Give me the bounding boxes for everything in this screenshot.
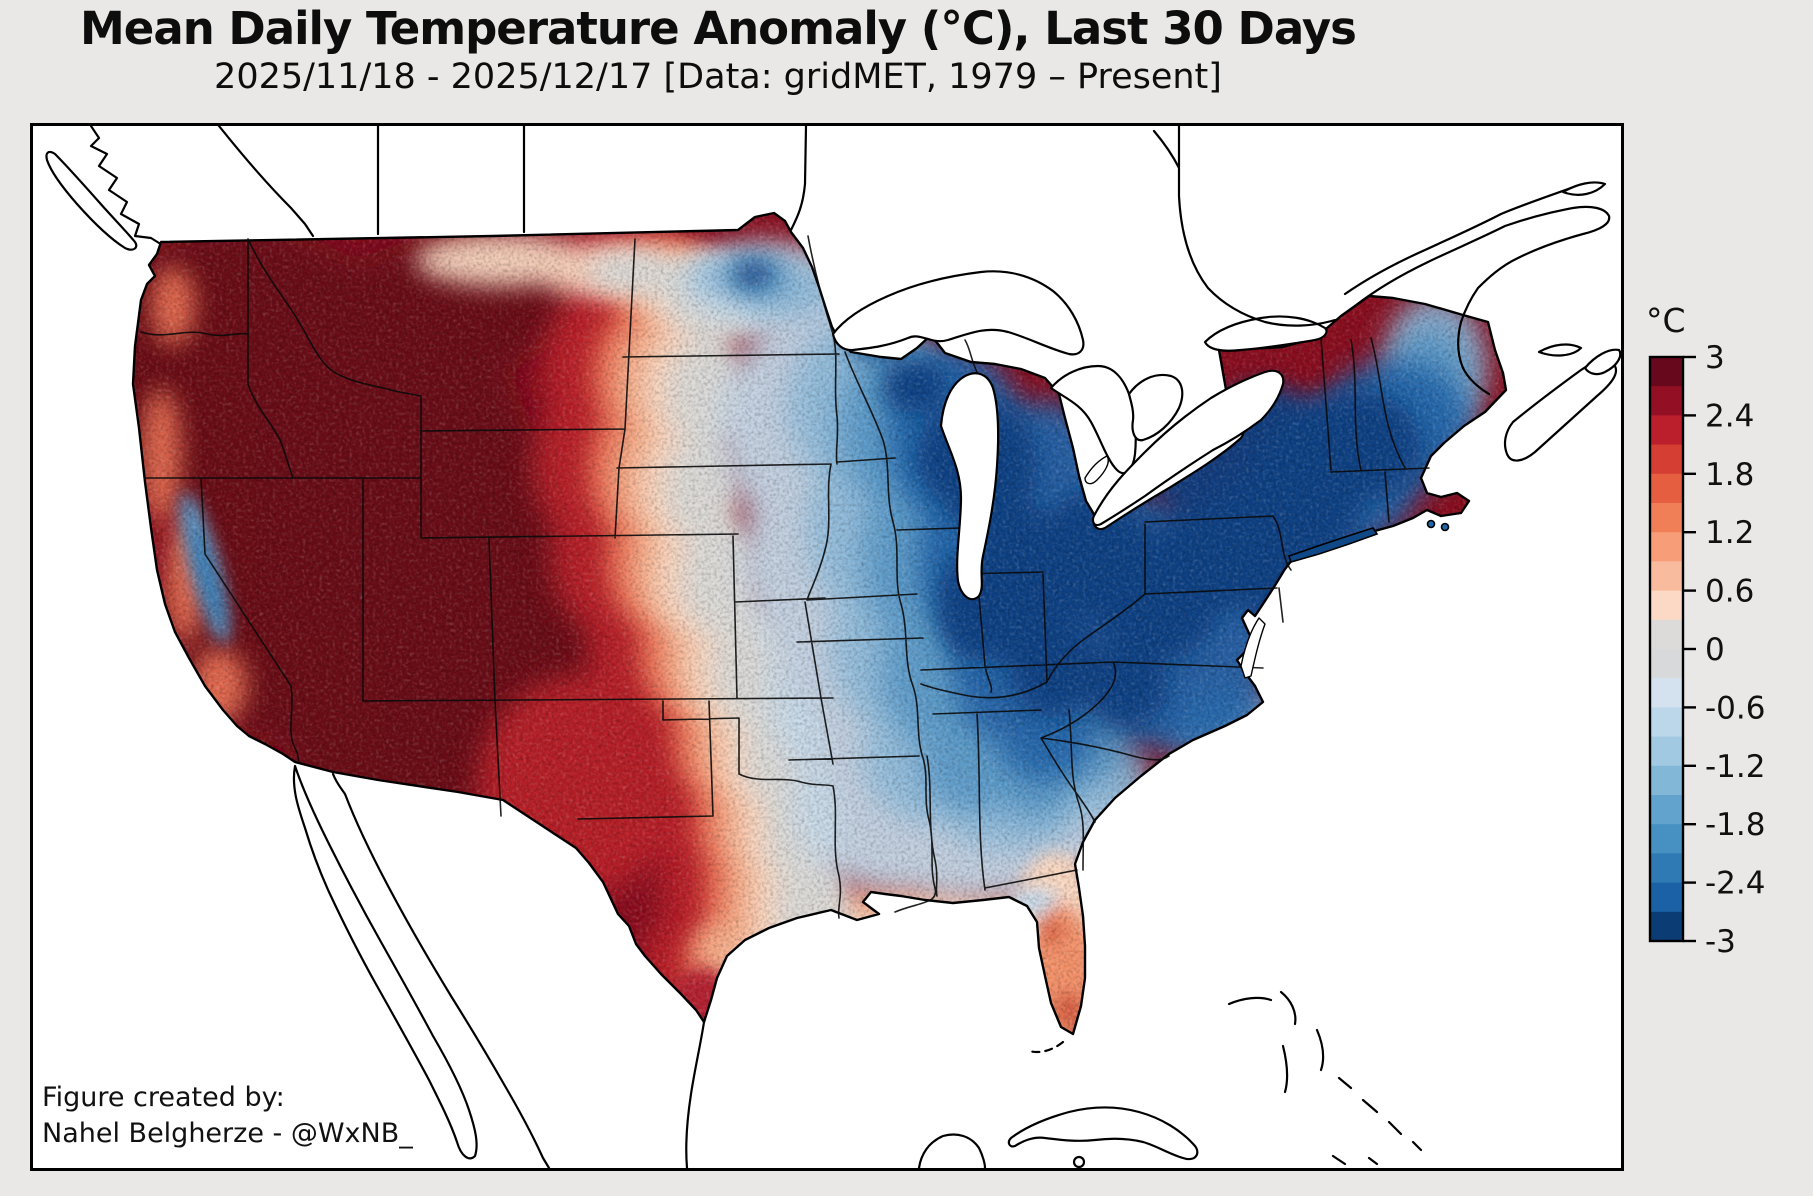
colorbar-tick-label: 0.6 [1705, 574, 1754, 610]
colorbar-ticks [1683, 355, 1696, 943]
colorbar-swatch [1650, 824, 1683, 854]
province-borders [217, 126, 1337, 327]
ontario-peninsula [1091, 369, 1285, 527]
anticosti-island [1561, 181, 1607, 196]
canada-outline [45, 126, 1621, 462]
texture-light [133, 213, 1506, 1034]
georgian-bay [1127, 373, 1184, 442]
colorbar-tick-labels: 3 2.4 1.8 1.2 0.6 0 -0.6 -1.2 -1.8 -2.4 -3 [1705, 340, 1766, 960]
colorbar-swatch [1650, 678, 1683, 708]
conus-anomaly-field [133, 213, 1506, 1034]
saginaw-bay [1084, 455, 1109, 485]
colorbar-swatch [1650, 473, 1683, 504]
colorbar-swatch [1650, 853, 1683, 884]
prince-edward-island [1537, 343, 1583, 357]
mexico-west-coast [331, 772, 551, 1168]
mexico-gulf-coast [685, 1020, 706, 1168]
page-subtitle: 2025/11/18 - 2025/12/17 [Data: gridMET, … [214, 56, 1222, 97]
colorbar-swatch [1650, 415, 1683, 446]
attribution-line-2: Nahel Belgherze - @WxNB_ [42, 1117, 413, 1149]
attribution: Figure created by: Nahel Belgherze - @Wx… [42, 1080, 413, 1152]
colorbar-swatch [1650, 736, 1683, 767]
lake-michigan [939, 372, 1000, 601]
colorbar-tick-label: 2.4 [1705, 398, 1754, 434]
colorbar: °C 3 2.4 1.8 1.2 0.6 0 -0.6 -1.2 -1.8 -2.4 -3 [1630, 282, 1813, 988]
colorbar-tick-label: -0.6 [1705, 690, 1766, 726]
mexico-outline [292, 764, 706, 1168]
lake-superior [831, 270, 1085, 356]
colorbar-tick-label: -1.2 [1705, 749, 1766, 785]
colorbar-swatch [1650, 649, 1683, 679]
bahamas-outline [1227, 990, 1423, 1166]
yucatan-outline [917, 1133, 987, 1168]
map-frame [30, 123, 1624, 1171]
page-title: Mean Daily Temperature Anomaly (°C), Las… [80, 2, 1357, 55]
colorbar-tick-label: -3 [1705, 924, 1736, 960]
florida-keys [1027, 1040, 1065, 1054]
colorbar-unit-label: °C [1646, 301, 1686, 340]
attribution-line-1: Figure created by: [42, 1082, 285, 1113]
baja-peninsula [292, 764, 478, 1160]
colorbar-swatch [1650, 795, 1683, 825]
colorbar-swatch [1650, 444, 1683, 475]
islands [917, 990, 1423, 1168]
nova-scotia [1503, 360, 1618, 462]
colorbar-tick-label: 3 [1705, 340, 1725, 376]
map-canvas [45, 126, 1621, 1168]
bc-coastline [89, 126, 161, 245]
vancouver-island [45, 150, 138, 251]
colorbar-tick-label: 0 [1705, 632, 1725, 668]
colorbar-swatches [1650, 357, 1683, 942]
colorbar-tick-label: 1.2 [1705, 515, 1754, 551]
state-borders [140, 235, 1430, 919]
isla-juventud [1072, 1155, 1086, 1168]
colorbar-swatch [1650, 619, 1683, 650]
colorbar-swatch [1650, 357, 1683, 387]
colorbar-swatch [1650, 503, 1683, 533]
colorbar-swatch [1650, 911, 1683, 942]
colorbar-tick-label: 1.8 [1705, 457, 1754, 493]
colorbar-swatch [1650, 707, 1683, 738]
colorbar-swatch [1650, 882, 1683, 913]
colorbar-tick-label: -2.4 [1705, 866, 1766, 902]
lake-huron [1049, 364, 1137, 475]
colorbar-tick-label: -1.8 [1705, 807, 1766, 843]
colorbar-swatch [1650, 590, 1683, 621]
colorbar-swatch [1650, 765, 1683, 796]
cuba-outline [1007, 1106, 1199, 1161]
colorbar-swatch [1650, 561, 1683, 592]
figure-header: Mean Daily Temperature Anomaly (°C), Las… [0, 4, 1436, 97]
st-lawrence-gaspe [1343, 186, 1611, 396]
colorbar-swatch [1650, 532, 1683, 562]
colorbar-swatch [1650, 386, 1683, 416]
long-island [1287, 519, 1450, 563]
chesapeake-bay [1240, 617, 1266, 679]
cape-breton [1583, 348, 1621, 376]
